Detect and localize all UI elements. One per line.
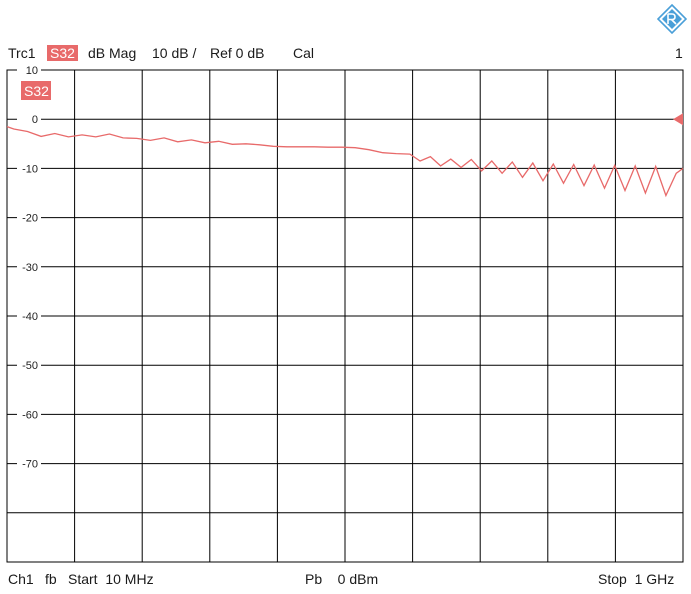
channel-index: 1 bbox=[675, 45, 683, 61]
trace-name[interactable]: Trc1 bbox=[8, 45, 36, 61]
y-tick-bg bbox=[17, 259, 41, 273]
y-tick-label: -60 bbox=[22, 409, 38, 421]
y-tick-label: -40 bbox=[22, 311, 38, 323]
start-frequency[interactable]: Start 10 MHz bbox=[68, 571, 154, 587]
y-tick-label: 10 bbox=[26, 65, 38, 77]
stop-frequency[interactable]: Stop 1 GHz bbox=[598, 571, 675, 587]
y-tick-bg bbox=[17, 456, 41, 470]
power-level[interactable]: Pb 0 dBm bbox=[305, 571, 379, 587]
rohde-schwarz-logo bbox=[657, 4, 687, 34]
ref-level-marker bbox=[673, 113, 683, 126]
y-tick-bg bbox=[17, 309, 41, 322]
y-tick-label: -50 bbox=[22, 360, 38, 372]
y-tick-label: 0 bbox=[32, 114, 38, 126]
y-tick-label: -10 bbox=[22, 163, 38, 175]
y-tick-label: -20 bbox=[22, 213, 38, 225]
cal-status: Cal bbox=[293, 45, 315, 61]
y-tick-label: -30 bbox=[22, 262, 38, 274]
y-tick-bg bbox=[17, 210, 41, 224]
trace-ref-level[interactable]: Ref 0 dB bbox=[210, 45, 265, 61]
y-tick-bg bbox=[17, 407, 41, 421]
fb-label: fb bbox=[45, 571, 57, 587]
y-tick-bg bbox=[17, 358, 41, 372]
trace-label-bg bbox=[21, 81, 51, 100]
trace-format[interactable]: dB Mag bbox=[88, 45, 137, 61]
trace-param-badge[interactable]: S32 bbox=[47, 45, 78, 61]
trace-label: S32 bbox=[24, 83, 49, 99]
channel-label[interactable]: Ch1 bbox=[8, 571, 34, 587]
y-tick-label: -70 bbox=[22, 459, 38, 471]
y-axis: 10 0 -10 -20 -30 -40 -50 -60 -70 bbox=[17, 63, 41, 471]
grid bbox=[6, 69, 684, 563]
s32-trace-line bbox=[6, 125, 684, 198]
trace-scale[interactable]: 10 dB / bbox=[152, 45, 197, 61]
y-tick-bg bbox=[17, 63, 41, 76]
y-tick-bg bbox=[17, 161, 41, 175]
y-tick-bg bbox=[17, 112, 41, 126]
